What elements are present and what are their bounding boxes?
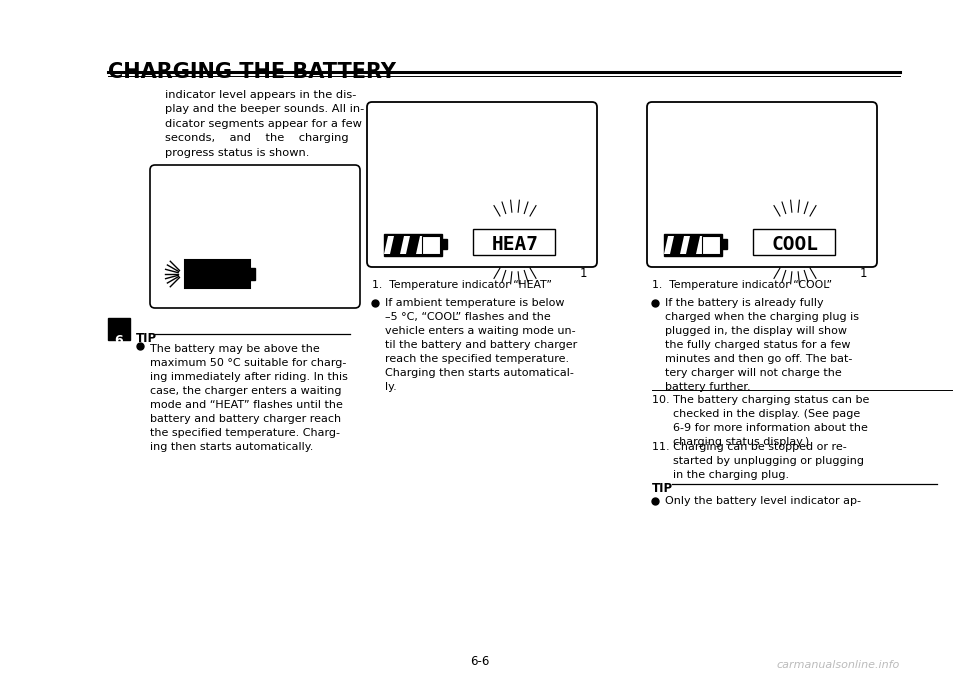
Text: 10. The battery charging status can be
      checked in the display. (See page
 : 10. The battery charging status can be c…: [652, 395, 870, 447]
Text: 11. Charging can be stopped or re-
      started by unplugging or plugging
     : 11. Charging can be stopped or re- start…: [652, 442, 864, 480]
Text: 6: 6: [114, 334, 123, 347]
Bar: [442, 239, 447, 249]
Bar: [384, 234, 442, 256]
Text: TIP: TIP: [652, 482, 673, 495]
Text: 1: 1: [580, 267, 587, 280]
FancyBboxPatch shape: [647, 102, 877, 267]
Text: 1.  Temperature indicator “COOL”: 1. Temperature indicator “COOL”: [652, 280, 832, 290]
Polygon shape: [696, 236, 706, 254]
Bar: [250, 268, 255, 280]
Text: COOL: COOL: [772, 234, 819, 253]
Polygon shape: [416, 236, 426, 254]
Text: TIP: TIP: [136, 332, 157, 345]
Bar: [702, 236, 720, 254]
Text: 6-6: 6-6: [470, 655, 490, 668]
Text: 1: 1: [859, 267, 867, 280]
Text: carmanualsonline.info: carmanualsonline.info: [777, 660, 900, 670]
Bar: [722, 239, 727, 249]
Text: If the battery is already fully
charged when the charging plug is
plugged in, th: If the battery is already fully charged …: [665, 298, 859, 392]
Bar: [422, 236, 440, 254]
Text: The battery may be above the
maximum 50 °C suitable for charg-
ing immediately a: The battery may be above the maximum 50 …: [150, 344, 348, 452]
Polygon shape: [400, 236, 410, 254]
Bar: [473, 229, 555, 255]
Text: Only the battery level indicator ap-: Only the battery level indicator ap-: [665, 496, 861, 506]
FancyBboxPatch shape: [367, 102, 597, 267]
Text: If ambient temperature is below
–5 °C, “COOL” flashes and the
vehicle enters a w: If ambient temperature is below –5 °C, “…: [385, 298, 577, 392]
Polygon shape: [384, 236, 394, 254]
Bar: [753, 229, 835, 255]
Polygon shape: [680, 236, 690, 254]
Text: HEA7: HEA7: [492, 234, 539, 253]
Text: 1.  Temperature indicator “HEAT”: 1. Temperature indicator “HEAT”: [372, 280, 552, 290]
Text: indicator level appears in the dis-
play and the beeper sounds. All in-
dicator : indicator level appears in the dis- play…: [165, 90, 364, 158]
Text: CHARGING THE BATTERY: CHARGING THE BATTERY: [108, 62, 396, 82]
Bar: [185, 260, 250, 288]
FancyBboxPatch shape: [150, 165, 360, 308]
Polygon shape: [664, 236, 674, 254]
Bar: [664, 234, 722, 256]
Bar: [108, 318, 130, 340]
